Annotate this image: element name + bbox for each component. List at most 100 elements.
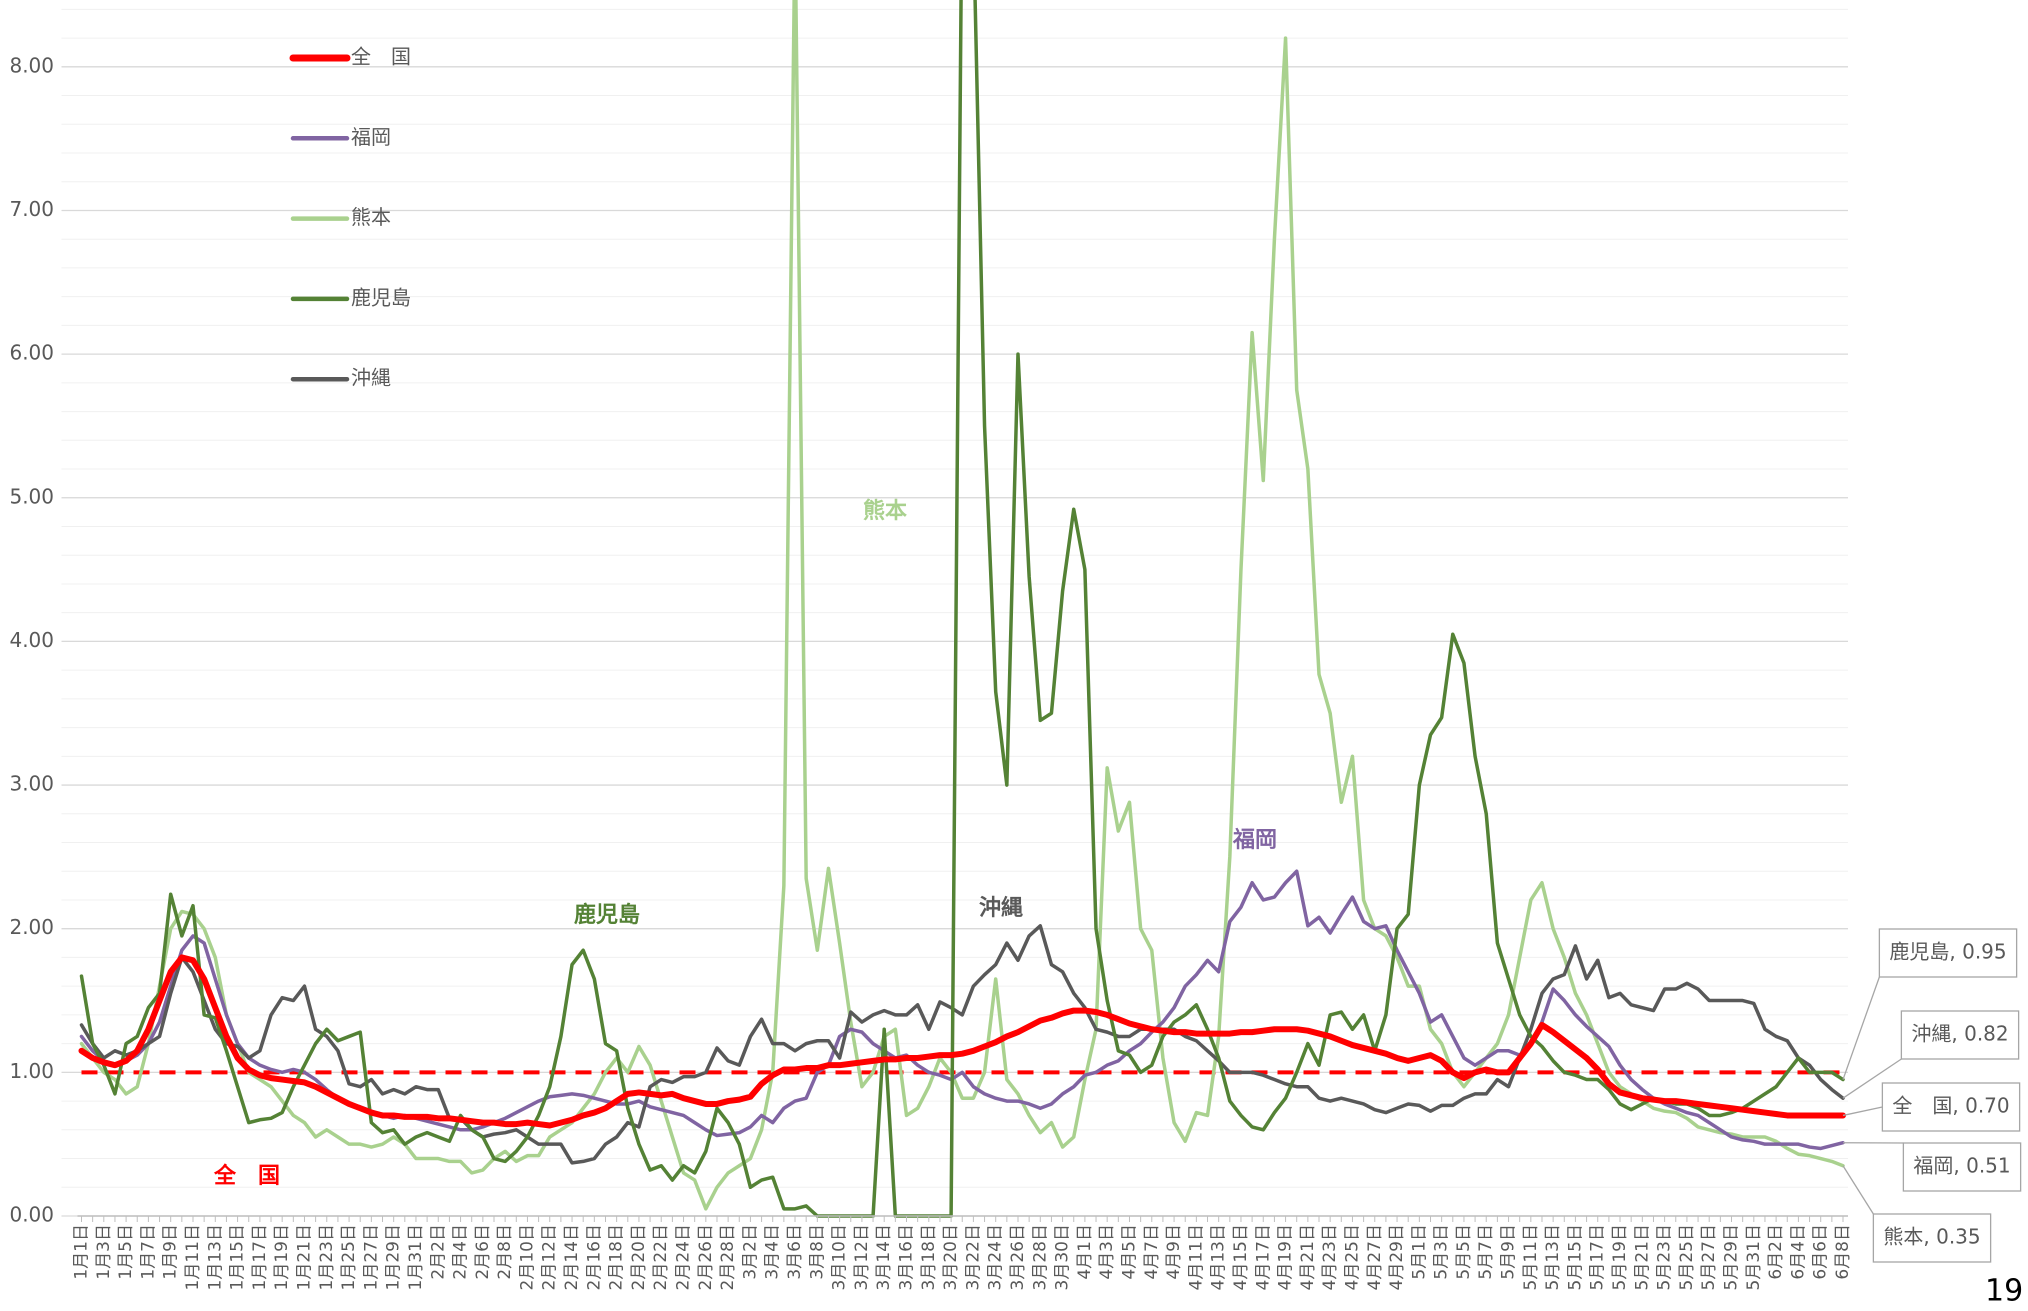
x-tick-label: 1月5日 bbox=[116, 1224, 136, 1280]
callout-label: 熊本, 0.35 bbox=[1883, 1225, 1980, 1249]
x-tick-label: 1月29日 bbox=[384, 1224, 404, 1290]
x-tick-label: 2月2日 bbox=[428, 1224, 448, 1280]
legend-label: 沖縄 bbox=[351, 366, 391, 390]
x-tick-label: 5月7日 bbox=[1476, 1224, 1496, 1280]
x-tick-label: 5月31日 bbox=[1744, 1224, 1764, 1290]
x-tick-label: 2月26日 bbox=[696, 1224, 716, 1290]
x-tick-label: 4月7日 bbox=[1142, 1224, 1162, 1280]
x-tick-label: 2月4日 bbox=[451, 1224, 471, 1280]
x-tick-label: 1月17日 bbox=[250, 1224, 270, 1290]
x-tick-label: 5月23日 bbox=[1655, 1224, 1675, 1290]
x-tick-label: 2月14日 bbox=[562, 1224, 582, 1290]
y-tick-label: 2.00 bbox=[9, 915, 54, 939]
callout-leader bbox=[1842, 976, 1880, 1080]
y-tick-label: 0.00 bbox=[9, 1203, 54, 1227]
x-tick-label: 1月27日 bbox=[361, 1224, 381, 1290]
y-tick-label: 8.00 bbox=[9, 53, 54, 77]
x-tick-label: 2月12日 bbox=[540, 1224, 560, 1290]
x-tick-label: 3月12日 bbox=[852, 1224, 872, 1290]
callout-leader bbox=[1842, 1106, 1883, 1117]
x-tick-label: 4月9日 bbox=[1164, 1224, 1184, 1280]
series-annotation: 沖縄 bbox=[979, 896, 1023, 921]
series-annotation: 鹿児島 bbox=[574, 902, 640, 928]
x-tick-label: 6月8日 bbox=[1833, 1224, 1853, 1280]
x-tick-label: 3月4日 bbox=[763, 1224, 783, 1280]
callout-leader bbox=[1842, 1058, 1902, 1099]
callout-leader bbox=[1842, 1165, 1874, 1215]
plot-area bbox=[78, 0, 1846, 1218]
x-tick-label: 2月8日 bbox=[495, 1224, 515, 1280]
callout-box bbox=[1872, 1213, 1992, 1263]
series-line bbox=[79, 924, 1845, 1165]
x-tick-label: 3月28日 bbox=[1030, 1224, 1050, 1290]
callout-label: 福岡, 0.51 bbox=[1913, 1154, 2010, 1178]
x-tick-label: 4月25日 bbox=[1342, 1224, 1362, 1290]
x-tick-label: 4月27日 bbox=[1365, 1224, 1385, 1290]
x-tick-label: 5月17日 bbox=[1588, 1224, 1608, 1290]
x-tick-label: 1月13日 bbox=[205, 1224, 225, 1290]
x-tick-label: 5月27日 bbox=[1699, 1224, 1719, 1290]
x-tick-label: 5月19日 bbox=[1610, 1224, 1630, 1290]
x-tick-label: 6月6日 bbox=[1811, 1224, 1831, 1280]
x-tick-label: 1月11日 bbox=[183, 1224, 203, 1290]
x-tick-label: 4月13日 bbox=[1209, 1224, 1229, 1290]
x-tick-label: 5月13日 bbox=[1543, 1224, 1563, 1290]
series-annotation: 熊本 bbox=[863, 498, 907, 524]
x-tick-label: 3月30日 bbox=[1053, 1224, 1073, 1290]
x-tick-label: 4月5日 bbox=[1119, 1224, 1139, 1280]
x-tick-label: 3月6日 bbox=[785, 1224, 805, 1280]
x-tick-label: 3月10日 bbox=[830, 1224, 850, 1290]
y-tick-label: 4.00 bbox=[9, 628, 54, 652]
series-annotation: 全 国 bbox=[213, 1163, 280, 1189]
x-tick-label: 2月18日 bbox=[607, 1224, 627, 1290]
x-tick-label: 3月20日 bbox=[941, 1224, 961, 1290]
x-tick-label: 6月4日 bbox=[1788, 1224, 1808, 1280]
callout-label: 全 国, 0.70 bbox=[1892, 1094, 2009, 1118]
x-tick-label: 3月16日 bbox=[897, 1224, 917, 1290]
callout-box bbox=[1902, 1142, 2022, 1192]
series-annotation: 福岡 bbox=[1232, 828, 1277, 853]
x-tick-label: 3月8日 bbox=[807, 1224, 827, 1280]
y-tick-label: 6.00 bbox=[9, 341, 54, 365]
x-tick-label: 1月1日 bbox=[72, 1224, 92, 1280]
legend-label: 全 国 bbox=[351, 45, 411, 69]
x-tick-label: 2月20日 bbox=[629, 1224, 649, 1290]
x-tick-label: 5月11日 bbox=[1521, 1224, 1541, 1290]
x-tick-label: 3月14日 bbox=[874, 1224, 894, 1290]
y-tick-label: 7.00 bbox=[9, 197, 54, 221]
x-tick-label: 1月25日 bbox=[339, 1224, 359, 1290]
x-tick-label: 3月24日 bbox=[986, 1224, 1006, 1290]
x-tick-label: 6月2日 bbox=[1766, 1224, 1786, 1280]
x-tick-label: 5月25日 bbox=[1677, 1224, 1697, 1290]
x-tick-label: 1月3日 bbox=[94, 1224, 114, 1280]
x-tick-label: 2月24日 bbox=[674, 1224, 694, 1290]
x-tick-label: 1月19日 bbox=[272, 1224, 292, 1290]
x-tick-label: 3月22日 bbox=[963, 1224, 983, 1290]
x-tick-label: 1月9日 bbox=[161, 1224, 181, 1280]
y-tick-label: 5.00 bbox=[9, 484, 54, 508]
series-line bbox=[78, 954, 1846, 1129]
x-tick-label: 5月3日 bbox=[1432, 1224, 1452, 1280]
y-tick-label: 3.00 bbox=[9, 772, 54, 796]
x-tick-label: 4月15日 bbox=[1231, 1224, 1251, 1290]
callout-box bbox=[1900, 1010, 2020, 1060]
x-tick-label: 2月10日 bbox=[517, 1224, 537, 1290]
x-tick-label: 5月29日 bbox=[1722, 1224, 1742, 1290]
page-number: 19 bbox=[1985, 1274, 2023, 1309]
x-tick-label: 4月11日 bbox=[1186, 1224, 1206, 1290]
x-tick-label: 4月17日 bbox=[1253, 1224, 1273, 1290]
series-line bbox=[79, 869, 1845, 1151]
x-tick-label: 1月15日 bbox=[228, 1224, 248, 1290]
x-tick-label: 3月18日 bbox=[919, 1224, 939, 1290]
x-tick-label: 4月21日 bbox=[1298, 1224, 1318, 1290]
x-tick-label: 4月3日 bbox=[1097, 1224, 1117, 1280]
x-tick-label: 5月5日 bbox=[1454, 1224, 1474, 1280]
x-tick-label: 2月16日 bbox=[584, 1224, 604, 1290]
legend-label: 鹿児島 bbox=[351, 285, 411, 309]
x-tick-label: 4月23日 bbox=[1320, 1224, 1340, 1290]
x-tick-label: 5月1日 bbox=[1409, 1224, 1429, 1280]
legend-label: 熊本 bbox=[351, 205, 391, 229]
callout-box bbox=[1881, 1082, 2021, 1132]
callout-box bbox=[1878, 928, 2018, 978]
